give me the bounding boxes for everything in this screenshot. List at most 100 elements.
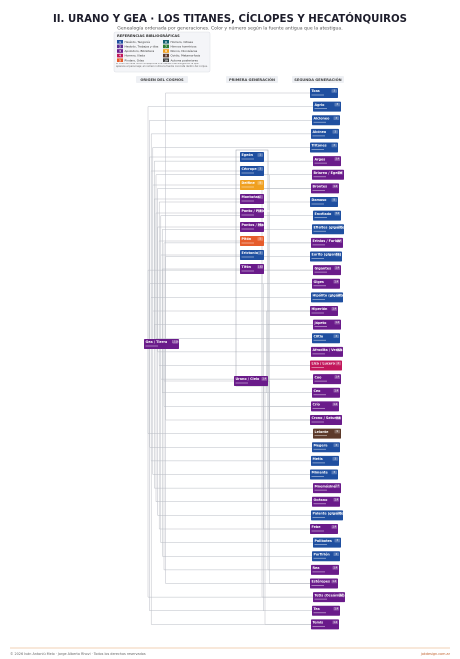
ref-code: 3 xyxy=(339,226,341,229)
ref-code: 1 xyxy=(259,210,261,213)
person-name: Tritones xyxy=(312,144,327,148)
person-card xyxy=(313,319,341,330)
person-name: Eurito (gigante) xyxy=(312,253,342,257)
ref-code: 3.4 xyxy=(335,212,339,215)
ref-code: 1.4 xyxy=(336,417,340,420)
ref-tag xyxy=(334,538,340,543)
ref-code: 8 xyxy=(259,182,261,185)
ref-code: 3 xyxy=(259,252,261,255)
ref-code: 1.4 xyxy=(333,185,337,188)
ref-tag xyxy=(338,593,344,597)
ref-code: 1.4 xyxy=(335,485,339,488)
ref-code: 1.4 xyxy=(332,308,336,311)
person-card xyxy=(234,376,268,386)
person-card xyxy=(312,605,340,616)
person-name: Delfine xyxy=(242,181,256,185)
person-card xyxy=(313,483,341,494)
person-name: Ponto / Piélago xyxy=(242,209,271,213)
reference-note-text: El color de cada ficha corresponde a la … xyxy=(116,63,208,68)
person-name: Polibotes xyxy=(315,539,332,543)
person-card xyxy=(313,374,341,385)
ref-tag xyxy=(257,167,263,171)
ref-code: 3 xyxy=(335,553,337,556)
person-card xyxy=(311,619,339,630)
person-card xyxy=(311,401,339,412)
reference-swatch xyxy=(163,40,169,44)
person-name: Tea xyxy=(314,607,320,611)
person-name: Porfirión xyxy=(314,552,331,556)
reference-label: Apolodoro, Biblioteca xyxy=(125,49,155,53)
ref-tag xyxy=(334,375,340,379)
person-name: Mimante xyxy=(312,471,329,475)
person-name: Océano xyxy=(314,498,329,502)
reference-label: Nonno, Dionisíacas xyxy=(171,49,198,53)
ref-tag xyxy=(257,265,263,269)
person-name: Giges xyxy=(314,280,324,284)
reference-label: Píndaro, Odas xyxy=(125,58,145,62)
person-card xyxy=(312,551,340,562)
person-card xyxy=(313,592,345,603)
column-header: PRIMERA GENERACIÓN xyxy=(229,77,275,82)
person-name: Argos xyxy=(315,157,326,161)
ref-tag xyxy=(172,340,178,344)
person-name: Jápeto xyxy=(314,321,328,325)
reference-swatch xyxy=(163,53,169,58)
reference-swatch xyxy=(117,40,123,44)
ref-tag xyxy=(337,170,343,175)
ref-code: 4 xyxy=(337,362,339,365)
person-card xyxy=(311,455,339,466)
person-name: Mnemósine xyxy=(315,484,337,488)
ref-tag xyxy=(257,223,263,227)
ref-code: 1.2 xyxy=(337,348,341,351)
ref-tag xyxy=(257,237,263,241)
ref-code: 1.4 xyxy=(334,389,338,392)
ref-code: 1 xyxy=(259,224,261,227)
person-name: Crío xyxy=(313,403,321,407)
person-name: Alcíneo xyxy=(313,130,327,134)
person-card xyxy=(310,578,338,589)
person-name: Lelante xyxy=(315,430,330,434)
ref-tag xyxy=(333,279,339,284)
person-name: Gea / Tierra xyxy=(146,340,168,344)
ref-tag xyxy=(334,266,340,270)
ref-tag xyxy=(333,388,339,393)
reference-swatch xyxy=(163,58,169,62)
person-card xyxy=(144,339,179,349)
ref-tag xyxy=(333,497,339,502)
ref-code: 1.4 xyxy=(334,607,338,610)
ref-tag xyxy=(336,239,342,243)
reference-label: Homero, Odisea xyxy=(171,40,194,44)
ref-code: 1.4 xyxy=(337,239,341,242)
person-card xyxy=(240,152,264,162)
ref-tag xyxy=(334,211,340,216)
reference-label: Hesíodo, Teogonía xyxy=(125,40,151,44)
person-name: Montañas xyxy=(242,195,260,199)
person-card xyxy=(312,496,340,507)
reference-swatch xyxy=(117,49,123,53)
person-card xyxy=(312,169,344,180)
column-header: SEGUNDA GENERACIÓN xyxy=(294,77,341,82)
person-name: Lica / Lucero xyxy=(312,362,336,366)
person-name: Pontos / Mar xyxy=(242,223,266,227)
ref-tag xyxy=(337,225,343,230)
reference-label: Homero, Ilíada xyxy=(125,54,146,58)
reference-code: 3 xyxy=(119,49,121,53)
reference-code: 8 xyxy=(165,49,167,53)
reference-swatch xyxy=(163,49,169,53)
connector xyxy=(267,381,311,571)
ref-tag xyxy=(332,566,338,570)
ref-tag xyxy=(335,416,341,420)
ref-code: 1.4 xyxy=(334,280,338,283)
person-name: Tetis (Oceánide) xyxy=(315,593,346,597)
ref-code: 3 xyxy=(259,168,261,171)
reference-label: Himnos homéricos xyxy=(171,45,198,49)
ref-tag xyxy=(333,552,339,557)
person-card xyxy=(240,264,264,274)
ref-tag xyxy=(257,251,263,255)
reference-code: 6 xyxy=(165,40,167,44)
person-card xyxy=(310,88,338,98)
person-name: Urano / Cielo xyxy=(236,377,261,381)
person-name: Damaso xyxy=(312,198,328,202)
